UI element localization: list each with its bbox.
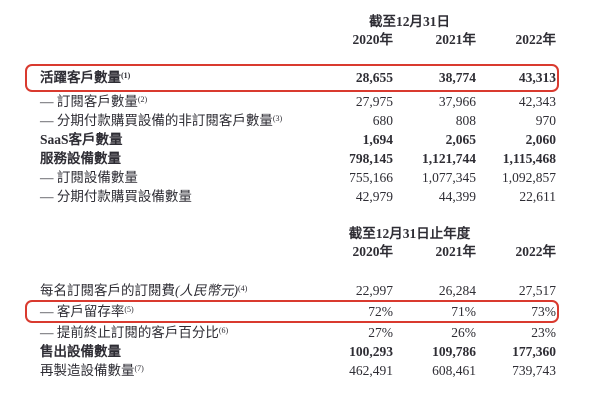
table1-period-header: 截至12月31日 (369, 14, 450, 29)
table-row-remanufactured-devices: 再製造設備數量(7) 462,491 608,461 739,743 (25, 361, 559, 380)
value-2021: 109,786 (432, 344, 476, 359)
value-2022: 739,743 (512, 363, 556, 378)
value-2022: 177,360 (512, 344, 556, 359)
value-2020: 798,145 (349, 151, 393, 166)
row-label-currency-note: (人民幣元) (175, 283, 238, 298)
value-2021: 44,399 (438, 189, 476, 204)
value-2022: 22,611 (519, 189, 556, 204)
table-row-subscription-devices: — 訂閱設備數量 755,166 1,077,345 1,092,857 (25, 168, 559, 187)
footnote-marker: (4) (238, 284, 248, 293)
metrics-table-fees-retention: 截至12月31日止年度 2020年 2021年 2022年 每名訂閱客戶的訂閱費… (25, 226, 559, 380)
value-2020: 755,166 (349, 170, 393, 185)
value-2020: 1,694 (362, 132, 393, 147)
value-2020: 28,655 (355, 70, 393, 85)
row-label: 活躍客戶數量(1) (40, 70, 131, 85)
value-2021: 1,121,744 (422, 151, 476, 166)
footnote-marker: (5) (124, 305, 134, 314)
value-2021: 26,284 (438, 283, 476, 298)
value-2022: 2,060 (525, 132, 556, 147)
footnote-marker: (3) (272, 114, 283, 123)
value-2022: 1,092,857 (502, 170, 556, 185)
table-row-service-devices: 服務設備數量 798,145 1,121,744 1,115,468 (25, 149, 559, 168)
value-2020: 72% (368, 304, 393, 319)
value-2021: 71% (451, 304, 476, 319)
table2-years-row: 2020年 2021年 2022年 (25, 242, 559, 261)
footnote-marker: (1) (121, 71, 131, 80)
value-2022: 1,115,468 (502, 151, 556, 166)
value-2020: 680 (372, 113, 393, 128)
value-2022: 970 (535, 113, 556, 128)
value-2021: 608,461 (432, 363, 476, 378)
table-row-installment-devices: — 分期付款購買設備數量 42,979 44,399 22,611 (25, 187, 559, 206)
value-2020: 42,979 (355, 189, 393, 204)
value-2022: 27,517 (518, 283, 556, 298)
table-row-installment-noneubscription-customers: — 分期付款購買設備的非訂閱客戶數量(3) 680 808 970 (25, 111, 559, 130)
row-label: 售出設備數量 (40, 344, 121, 359)
table-row-subscription-fee-per-customer: 每名訂閱客戶的訂閱費(人民幣元)(4) 22,997 26,284 27,517 (25, 281, 559, 300)
table2-year-2020: 2020年 (352, 244, 394, 259)
row-label: SaaS客戶數量 (40, 132, 123, 147)
row-label: 每名訂閱客戶的訂閱費(人民幣元)(4) (40, 283, 248, 298)
table-row-subscription-customers: — 訂閱客戶數量(2) 27,975 37,966 42,343 (25, 92, 559, 111)
table1-years-row: 2020年 2021年 2022年 (25, 30, 559, 49)
footnote-marker: (7) (134, 364, 144, 373)
value-2022: 43,313 (518, 70, 556, 85)
row-label: — 訂閱設備數量 (40, 170, 138, 185)
table1-year-2022: 2022年 (515, 32, 557, 47)
table2-year-2022: 2022年 (515, 244, 557, 259)
value-2022: 73% (531, 304, 556, 319)
table1-period-header-row: 截至12月31日 (25, 14, 559, 30)
row-label: 再製造設備數量(7) (40, 363, 144, 378)
row-label: — 客戶留存率(5) (40, 304, 134, 319)
value-2022: 42,343 (518, 94, 556, 109)
value-2022: 23% (531, 325, 556, 340)
value-2020: 22,997 (355, 283, 393, 298)
value-2020: 27,975 (355, 94, 393, 109)
table-row-customer-retention-rate: — 客戶留存率(5) 72% 71% 73% (25, 300, 559, 323)
footnote-marker: (2) (137, 95, 148, 104)
metrics-table-customers: 截至12月31日 2020年 2021年 2022年 活躍客戶數量(1) 28,… (25, 14, 559, 206)
value-2021: 37,966 (438, 94, 476, 109)
value-2021: 2,065 (445, 132, 476, 147)
table2-period-header: 截至12月31日止年度 (348, 226, 471, 241)
value-2020: 100,293 (349, 344, 393, 359)
value-2021: 808 (455, 113, 476, 128)
table2-period-header-row: 截至12月31日止年度 (25, 226, 559, 242)
row-label: — 分期付款購買設備數量 (40, 189, 192, 204)
row-label: — 分期付款購買設備的非訂閱客戶數量(3) (40, 113, 283, 128)
value-2021: 38,774 (438, 70, 476, 85)
table-row-saas-customers: SaaS客戶數量 1,694 2,065 2,060 (25, 130, 559, 149)
table2-year-2021: 2021年 (435, 244, 477, 259)
value-2020: 462,491 (349, 363, 393, 378)
row-label: — 訂閱客戶數量(2) (40, 94, 148, 109)
table-row-devices-sold: 售出設備數量 100,293 109,786 177,360 (25, 342, 559, 361)
value-2020: 27% (368, 325, 393, 340)
table1-year-2021: 2021年 (435, 32, 477, 47)
row-label: 服務設備數量 (40, 151, 121, 166)
footnote-marker: (6) (218, 326, 229, 335)
row-label: — 提前終止訂閱的客戶百分比(6) (40, 325, 229, 340)
table1-year-2020: 2020年 (352, 32, 394, 47)
value-2021: 1,077,345 (422, 170, 476, 185)
table-row-active-customers: 活躍客戶數量(1) 28,655 38,774 43,313 (25, 64, 559, 92)
value-2021: 26% (451, 325, 476, 340)
table-row-early-termination-percentage: — 提前終止訂閱的客戶百分比(6) 27% 26% 23% (25, 323, 559, 342)
